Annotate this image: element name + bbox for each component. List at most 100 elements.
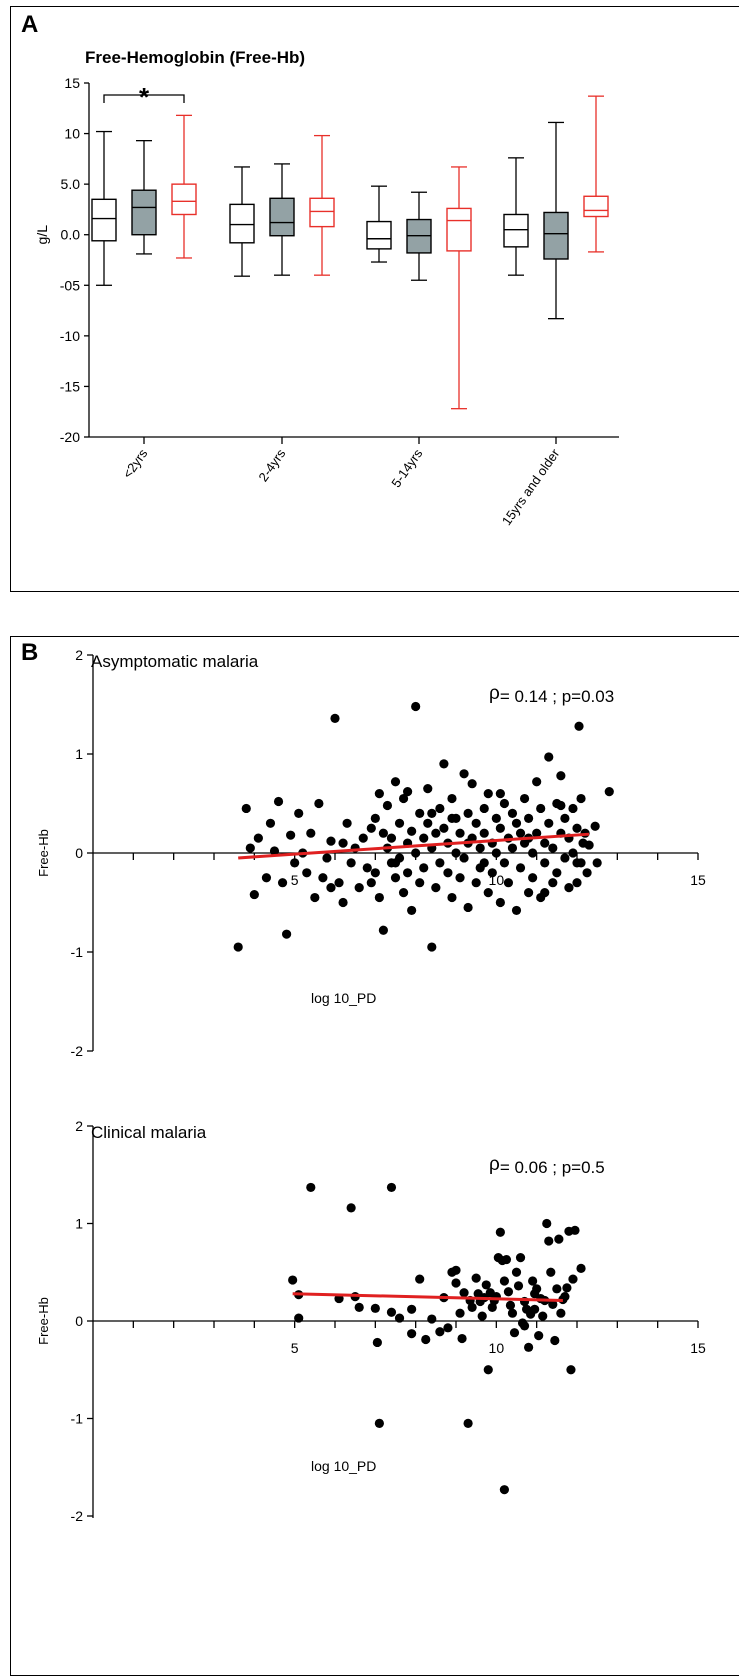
data-point: [394, 1313, 405, 1323]
box-3-2: [583, 95, 609, 253]
data-point: [556, 771, 566, 781]
data-point: [584, 840, 594, 850]
data-point: [431, 883, 441, 893]
data-point: [439, 759, 449, 769]
data-point: [463, 1418, 473, 1428]
data-point: [435, 858, 445, 868]
data-point: [548, 878, 558, 888]
data-point: [503, 1287, 514, 1297]
data-point: [503, 878, 514, 888]
data-point: [423, 818, 433, 828]
data-point: [590, 821, 600, 831]
data-point: [443, 1323, 453, 1333]
data-point: [286, 830, 296, 840]
data-point: [398, 793, 409, 804]
data-point: [245, 843, 255, 853]
data-point: [288, 1275, 298, 1285]
data-point: [552, 1284, 562, 1294]
y-tick-label: 15: [64, 75, 80, 91]
data-point: [282, 929, 292, 939]
data-point: [306, 828, 316, 838]
x-axis-label: log 10_PD: [311, 990, 376, 1006]
data-point: [390, 873, 401, 883]
data-point: [394, 818, 405, 828]
data-point: [479, 803, 489, 814]
data-point: [407, 905, 417, 916]
box-3-0: [503, 157, 529, 276]
data-point: [513, 1281, 524, 1291]
data-point: [427, 942, 437, 952]
data-point: [415, 878, 425, 888]
x-tick-label: 5: [291, 1340, 299, 1356]
data-point: [241, 803, 251, 814]
data-point: [346, 1203, 356, 1213]
data-point: [568, 848, 578, 858]
x-tick-label: 15: [690, 872, 706, 888]
data-point: [546, 1267, 556, 1277]
data-point: [524, 813, 534, 823]
y-tick-label: 10: [64, 126, 80, 142]
panel-a: A Free-Hemoglobin (Free-Hb) 15 10 5.0 0.0 -05…: [10, 6, 739, 592]
data-point: [435, 1327, 445, 1337]
data-point: [415, 808, 425, 818]
scatter-title: Asymptomatic malaria: [91, 652, 259, 671]
x-tick-label: 5: [291, 872, 299, 888]
data-point: [342, 818, 352, 828]
regression-line: [292, 1292, 563, 1303]
data-point: [477, 1311, 487, 1321]
data-point: [457, 1333, 467, 1344]
data-point: [390, 777, 401, 787]
data-point: [455, 1308, 465, 1318]
data-point: [538, 1311, 548, 1321]
data-point: [334, 878, 344, 888]
data-point: [435, 803, 445, 814]
data-point: [407, 826, 417, 836]
data-point: [455, 873, 465, 883]
data-point: [507, 808, 518, 818]
data-point: [576, 1263, 586, 1273]
box-3-1: [543, 121, 569, 320]
data-point: [540, 888, 550, 898]
y-tick-label: 2: [75, 647, 83, 663]
data-point: [346, 858, 356, 868]
data-point: [451, 1265, 461, 1275]
data-point: [544, 818, 554, 828]
data-point: [519, 793, 530, 804]
data-point: [501, 1254, 512, 1265]
data-point: [562, 1283, 572, 1293]
data-point: [294, 808, 304, 818]
data-point: [374, 1418, 384, 1428]
data-point: [515, 863, 526, 873]
data-point: [451, 1278, 461, 1288]
data-point: [382, 800, 393, 811]
data-point: [390, 858, 401, 868]
data-point: [459, 853, 469, 863]
data-point: [528, 873, 538, 883]
data-point: [604, 787, 614, 797]
data-point: [419, 863, 429, 873]
y-tick-label: 1: [75, 746, 83, 762]
data-point: [358, 833, 368, 843]
data-point: [261, 873, 272, 883]
data-point: [495, 823, 505, 833]
data-point: [524, 888, 534, 898]
data-point: [302, 868, 312, 878]
data-point: [366, 878, 376, 888]
data-point: [495, 897, 505, 908]
data-point: [277, 878, 288, 888]
x-tick-label: 5-14yrs: [388, 446, 425, 491]
data-point: [467, 779, 477, 789]
data-point: [556, 1308, 566, 1318]
box-1-0: [229, 166, 255, 277]
data-point: [495, 1227, 505, 1237]
data-point: [568, 1274, 578, 1284]
data-point: [249, 889, 259, 900]
data-point: [370, 813, 380, 823]
data-point: [294, 1313, 304, 1323]
data-point: [310, 892, 320, 903]
data-point: [354, 1302, 364, 1312]
y-tick-label: -2: [71, 1508, 84, 1524]
data-point: [451, 848, 461, 858]
data-point: [530, 1304, 540, 1314]
significance-bracket: [103, 94, 185, 103]
